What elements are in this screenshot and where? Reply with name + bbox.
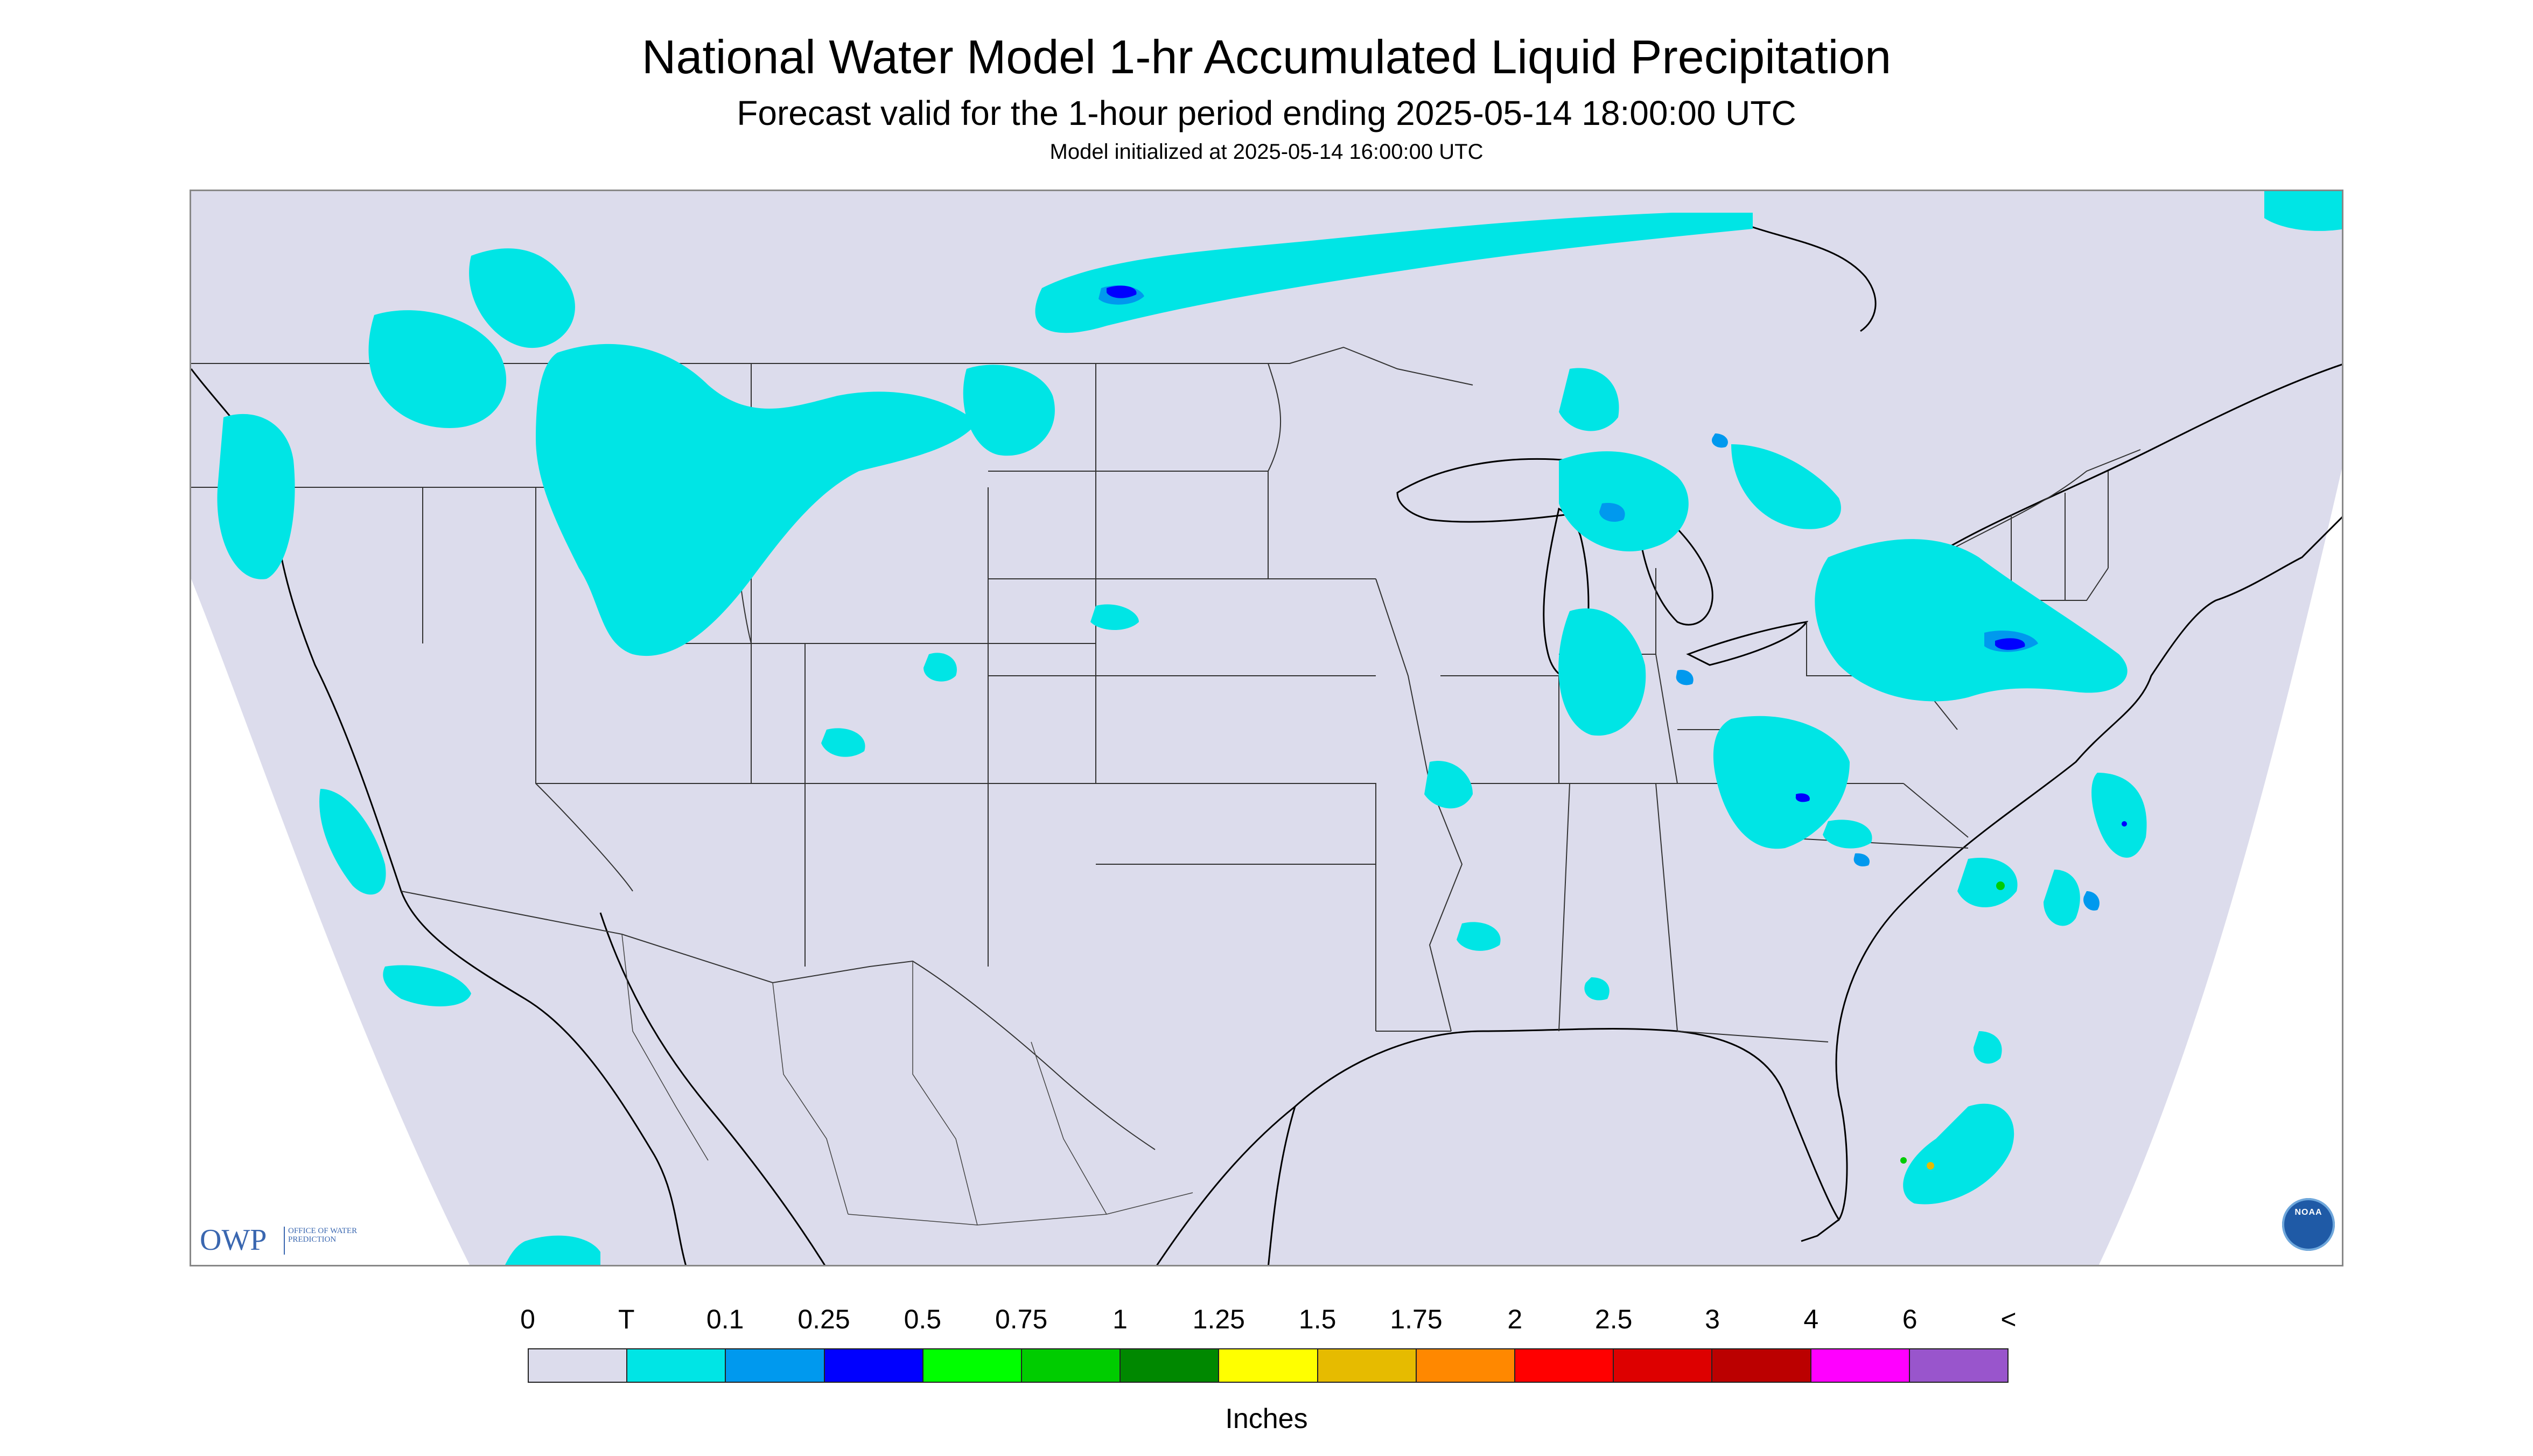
legend-label: 6 [1902, 1304, 1918, 1334]
legend-swatch [627, 1349, 726, 1382]
legend-label: 0.1 [706, 1304, 744, 1334]
owp-logo-divider [284, 1227, 285, 1255]
noaa-logo: NOAA [2282, 1198, 2335, 1251]
legend-label: 0.75 [995, 1304, 1048, 1334]
mexico-border [401, 891, 1156, 1150]
owp-logo: OWP OFFICE OF WATER PREDICTION [200, 1222, 383, 1258]
gulf-of-california [599, 912, 825, 1265]
owp-logo-mark: OWP [200, 1223, 267, 1257]
legend-swatch [824, 1349, 923, 1382]
hudson-bay-edge [1741, 222, 1877, 332]
legend-units: Inches [1225, 1403, 1308, 1434]
noaa-logo-text: NOAA [2294, 1208, 2322, 1217]
legend-swatch [726, 1349, 825, 1382]
legend-label: 4 [1803, 1304, 1819, 1334]
legend-swatch [1219, 1349, 1318, 1382]
legend-swatch [1811, 1349, 1910, 1382]
legend-label: 1.25 [1192, 1304, 1245, 1334]
legend-swatch [1515, 1349, 1614, 1382]
legend-color-bar [528, 1348, 2009, 1383]
precipitation-map: OWP OFFICE OF WATER PREDICTION NOAA [190, 190, 2343, 1266]
legend-label: 1.75 [1390, 1304, 1443, 1334]
legend-label: 1.5 [1298, 1304, 1337, 1334]
legend-label: < [2000, 1304, 2017, 1334]
st-lawrence [1914, 363, 2342, 569]
legend-label: 0.5 [904, 1304, 942, 1334]
legend-swatch [1909, 1349, 2008, 1382]
legend-label: 0.25 [797, 1304, 850, 1334]
precip-moderate-areas [1107, 285, 2025, 802]
legend-label: 2.5 [1594, 1304, 1633, 1334]
model-domain [191, 191, 2342, 1265]
owp-logo-subtext: OFFICE OF WATER PREDICTION [288, 1227, 358, 1244]
legend-swatch [1022, 1349, 1121, 1382]
legend-swatch [1318, 1349, 1417, 1382]
forecast-valid-subtitle: Forecast valid for the 1-hour period end… [737, 94, 1796, 132]
legend-swatch [923, 1349, 1023, 1382]
map-title: National Water Model 1-hr Accumulated Li… [641, 30, 1892, 83]
precip-trace-areas [217, 191, 2342, 1265]
mexico-states [621, 934, 1193, 1226]
legend-swatch [529, 1349, 628, 1382]
legend-swatch [1416, 1349, 1516, 1382]
gulf-coast [1156, 516, 2342, 1265]
legend-swatch [1614, 1349, 1713, 1382]
legend-label: 1 [1112, 1304, 1128, 1334]
mexico-east-coast [1268, 1106, 1296, 1265]
legend-swatch [1121, 1349, 1220, 1382]
florida-keys [1801, 1219, 1839, 1242]
map-svg [191, 191, 2342, 1265]
model-init-text: Model initialized at 2025-05-14 16:00:00… [1049, 140, 1484, 164]
legend-label: 0 [520, 1304, 535, 1334]
legend-label: 2 [1507, 1304, 1523, 1334]
legend-label: T [618, 1304, 635, 1334]
legend-swatch [1712, 1349, 1811, 1382]
legend-labels: 0 T 0.1 0.25 0.5 0.75 1 1.25 1.5 1.75 2 2.5 3 4 6 < [0, 1303, 2533, 1335]
precip-heavy-cores [1900, 821, 2127, 1170]
legend-label: 3 [1705, 1304, 1720, 1334]
